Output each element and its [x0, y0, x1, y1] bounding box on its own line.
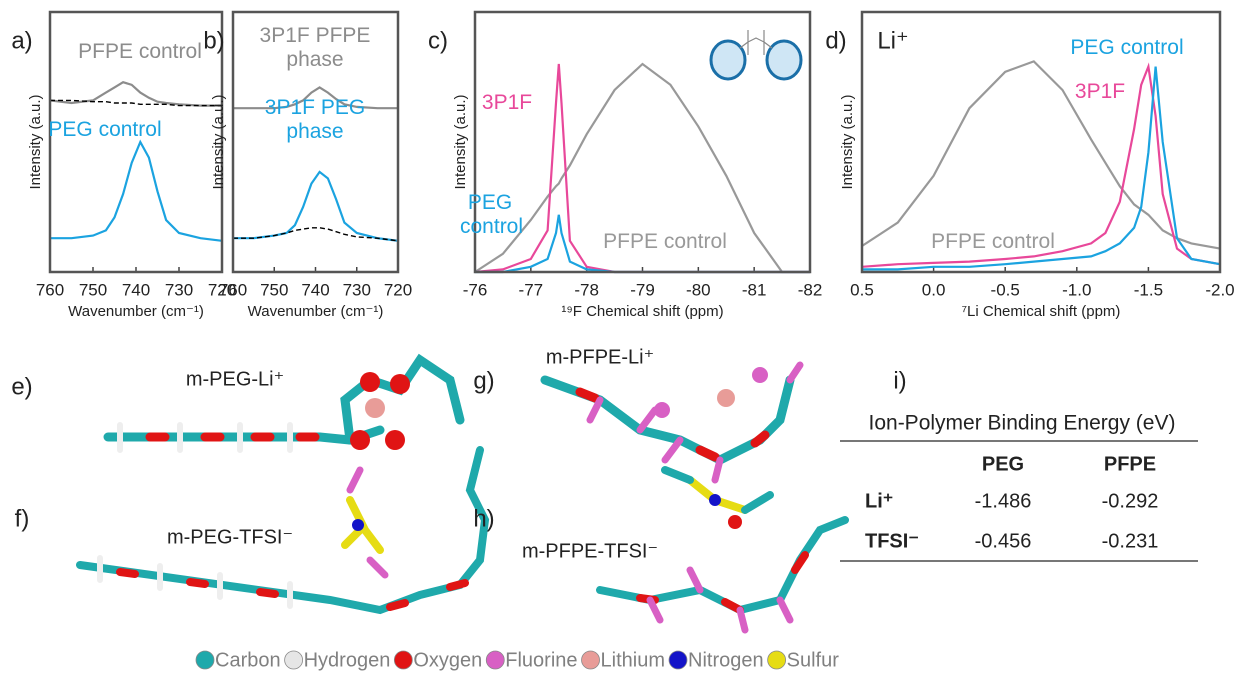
series-label: 3P1F PEG phase: [255, 96, 375, 144]
atom-swatch: [669, 651, 687, 669]
panel-label: c): [428, 27, 448, 54]
x-tick-label: 740: [301, 280, 329, 299]
x-tick-label: 760: [36, 280, 64, 299]
figure: a)760750740730720Wavenumber (cm⁻¹)Intens…: [0, 0, 1239, 673]
x-tick-label: -0.5: [991, 280, 1020, 299]
y-axis-label: Intensity (a.u.): [210, 94, 227, 189]
x-tick-label: 730: [165, 280, 193, 299]
atom-swatch: [285, 651, 303, 669]
table-header: PEG: [982, 453, 1024, 475]
x-tick-label: 740: [122, 280, 150, 299]
x-tick-label: -80: [686, 280, 711, 299]
x-tick-label: -78: [574, 280, 599, 299]
x-tick-label: 760: [219, 280, 247, 299]
x-axis-label: Wavenumber (cm⁻¹): [248, 303, 384, 320]
spectrum-line: [50, 82, 222, 105]
atom-swatch: [768, 651, 786, 669]
panel-label: d): [825, 27, 846, 54]
atom-swatch: [394, 651, 412, 669]
x-tick-label: -77: [519, 280, 544, 299]
series-label: PEG control: [1052, 36, 1202, 60]
x-axis-label: ¹⁹F Chemical shift (ppm): [561, 303, 723, 320]
table-cell: -0.231: [1102, 530, 1159, 552]
atom-name: Nitrogen: [688, 649, 764, 671]
series-label: PEG control: [460, 191, 520, 239]
x-tick-label: -81: [742, 280, 767, 299]
x-tick-label: -1.0: [1062, 280, 1091, 299]
molecule-g: [545, 365, 800, 480]
x-tick-label: 750: [260, 280, 288, 299]
molecule-label: m-PFPE-Li⁺: [546, 346, 654, 368]
x-tick-label: -76: [463, 280, 488, 299]
spectrum-line: [233, 172, 398, 241]
x-tick-label: -2.0: [1205, 280, 1234, 299]
x-tick-label: -1.5: [1134, 280, 1163, 299]
series-label: 3P1F PFPE phase: [255, 24, 375, 72]
x-axis-label: Wavenumber (cm⁻¹): [68, 303, 204, 320]
series-label: PFPE control: [913, 230, 1073, 254]
row-label: Li⁺: [865, 490, 893, 512]
table-title: Ion-Polymer Binding Energy (eV): [869, 412, 1176, 435]
panel-label: a): [11, 27, 32, 54]
series-label: 3P1F: [477, 91, 537, 115]
x-tick-label: 750: [79, 280, 107, 299]
x-tick-label: 0.5: [850, 280, 874, 299]
x-tick-label: -82: [798, 280, 823, 299]
atom-name: Fluorine: [505, 649, 577, 671]
row-label: TFSI⁻: [865, 530, 919, 552]
table-header: PFPE: [1104, 453, 1156, 475]
atom-name: Sulfur: [787, 649, 840, 671]
molecule-label: m-PFPE-TFSI⁻: [522, 540, 658, 562]
x-tick-label: 0.0: [922, 280, 946, 299]
panel-label: f): [15, 505, 30, 532]
spectrum-line: [50, 142, 222, 241]
x-tick-label: -79: [630, 280, 655, 299]
panel-label: i): [893, 367, 906, 394]
x-tick-label: 730: [343, 280, 371, 299]
atom-name: Oxygen: [413, 649, 482, 671]
tfsi-icon: [711, 30, 801, 79]
y-axis-label: Intensity (a.u.): [839, 94, 856, 189]
atom-name: Lithium: [601, 649, 665, 671]
table-cell: -0.292: [1102, 490, 1159, 512]
atom-swatch: [196, 651, 214, 669]
atom-swatch: [486, 651, 504, 669]
series-label: PFPE control: [585, 230, 745, 254]
panel-label: g): [473, 367, 494, 394]
molecule-label: m-PEG-Li⁺: [186, 368, 284, 390]
molecule-label: m-PEG-TFSI⁻: [167, 526, 293, 548]
y-axis-label: Intensity (a.u.): [452, 94, 469, 189]
atom-swatch: [582, 651, 600, 669]
panel-label: h): [473, 505, 494, 532]
series-label: PFPE control: [65, 40, 215, 64]
table-cell: -1.486: [975, 490, 1032, 512]
series-label: 3P1F: [1070, 80, 1130, 104]
figure-canvas: a)760750740730720Wavenumber (cm⁻¹)Intens…: [0, 0, 1239, 673]
atom-name: Hydrogen: [304, 649, 391, 671]
atom-name: Carbon: [215, 649, 281, 671]
y-axis-label: Intensity (a.u.): [27, 94, 44, 189]
x-tick-label: 720: [384, 280, 412, 299]
spectrum-line: [862, 61, 1220, 248]
annotation: Li⁺: [877, 27, 908, 54]
fit-line: [233, 228, 398, 241]
x-axis-label: ⁷Li Chemical shift (ppm): [962, 303, 1121, 320]
table-cell: -0.456: [975, 530, 1032, 552]
series-label: PEG control: [30, 118, 180, 142]
panel-label: e): [11, 373, 32, 400]
